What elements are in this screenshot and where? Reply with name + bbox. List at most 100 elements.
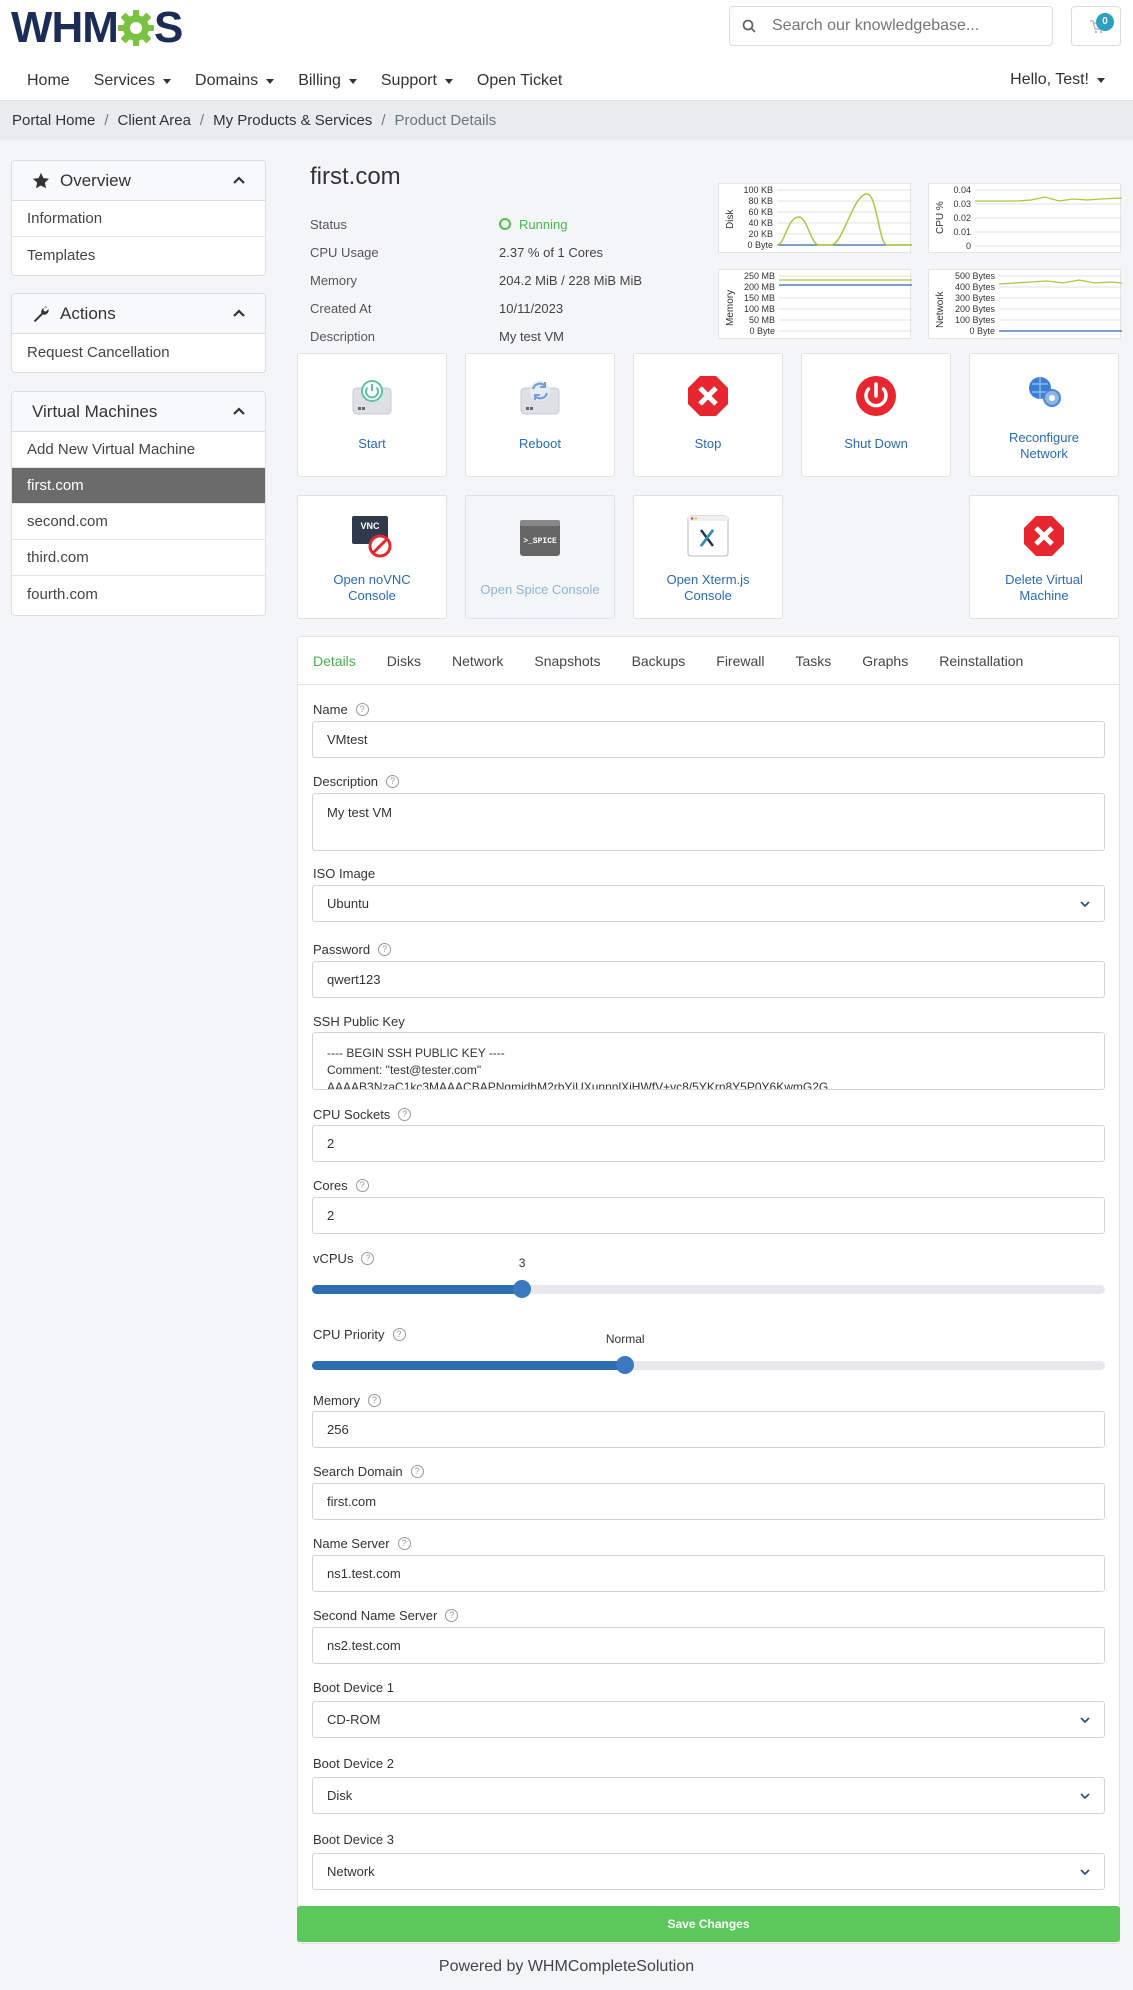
- tab-network[interactable]: Network: [452, 652, 504, 669]
- open-novnc-button[interactable]: VNC Open noVNC Console: [297, 495, 447, 619]
- sidebar-item-fourth-com[interactable]: fourth.com: [27, 585, 98, 603]
- xterm-label-line1: Open Xterm.js: [666, 572, 750, 587]
- cpu-chart-ylabel: CPU %: [935, 201, 946, 234]
- name-server-input[interactable]: ns1.test.com: [312, 1555, 1105, 1592]
- chevron-down-icon: [1080, 901, 1090, 908]
- sidebar-item-third-com[interactable]: third.com: [12, 540, 265, 576]
- vcpus-slider[interactable]: [312, 1280, 1105, 1298]
- nav-support[interactable]: Support: [381, 72, 453, 90]
- breadcrumb-products[interactable]: My Products & Services: [213, 112, 373, 129]
- actions-panel-header[interactable]: Actions: [12, 294, 265, 334]
- logo-text-right: S: [153, 3, 183, 52]
- nav-home-label: Home: [27, 72, 70, 89]
- cores-input[interactable]: 2: [312, 1197, 1105, 1234]
- actions-title: Actions: [60, 303, 116, 323]
- overview-panel-header[interactable]: Overview: [12, 161, 265, 201]
- breadcrumb-separator: /: [199, 112, 205, 129]
- search-domain-input[interactable]: first.com: [312, 1483, 1105, 1520]
- disk-tick: 80 KB: [748, 196, 773, 206]
- nav-home[interactable]: Home: [27, 72, 70, 90]
- help-icon[interactable]: ?: [355, 703, 369, 716]
- sidebar-item-information[interactable]: Information: [12, 201, 265, 237]
- help-icon[interactable]: ?: [378, 943, 392, 956]
- cart-button[interactable]: 0: [1071, 6, 1121, 46]
- help-icon[interactable]: ?: [398, 1108, 412, 1121]
- virtual-machines-panel-header[interactable]: Virtual Machines: [12, 392, 265, 432]
- sidebar-item-second-com[interactable]: second.com: [12, 504, 265, 540]
- tab-snapshots[interactable]: Snapshots: [534, 652, 601, 669]
- boot-device-1-select[interactable]: CD-ROM: [312, 1701, 1105, 1738]
- second-name-server-input[interactable]: ns2.test.com: [312, 1627, 1105, 1664]
- help-icon[interactable]: ?: [386, 775, 400, 788]
- cpu-sockets-input[interactable]: 2: [312, 1125, 1105, 1162]
- cores-label-text: Cores: [313, 1178, 348, 1193]
- tab-reinstallation[interactable]: Reinstallation: [939, 652, 1024, 669]
- novnc-label-line1: Open noVNC: [333, 572, 411, 587]
- knowledgebase-search[interactable]: [729, 6, 1053, 46]
- tab-graphs[interactable]: Graphs: [862, 652, 909, 669]
- reconfigure-label-line1: Reconfigure: [1008, 430, 1080, 445]
- cpu-priority-slider[interactable]: [312, 1356, 1105, 1374]
- search-input[interactable]: [772, 17, 1032, 35]
- breadcrumb-portal-home[interactable]: Portal Home: [12, 112, 96, 129]
- save-changes-button[interactable]: Save Changes: [297, 1906, 1120, 1942]
- help-icon[interactable]: ?: [355, 1179, 369, 1192]
- network-tick: 0 Byte: [969, 326, 995, 336]
- help-icon[interactable]: ?: [445, 1609, 459, 1622]
- boot-device-2-select[interactable]: Disk: [312, 1777, 1105, 1814]
- password-input[interactable]: qwert123: [312, 961, 1105, 998]
- help-icon[interactable]: ?: [410, 1465, 424, 1478]
- reconfigure-network-button[interactable]: Reconfigure Network: [969, 353, 1119, 477]
- description-textarea[interactable]: My test VM: [312, 793, 1105, 851]
- boot-device-3-select[interactable]: Network: [312, 1853, 1105, 1890]
- vcpus-slider-handle[interactable]: [513, 1280, 532, 1298]
- breadcrumb-client-area[interactable]: Client Area: [117, 112, 191, 129]
- tab-backups[interactable]: Backups: [631, 652, 686, 669]
- start-button[interactable]: Start: [297, 353, 447, 477]
- cpu-priority-label: CPU Priority?: [313, 1327, 406, 1342]
- whmcs-logo[interactable]: WHM S: [11, 3, 183, 52]
- iso-select[interactable]: Ubuntu: [312, 885, 1105, 922]
- boot-device-1-value: CD-ROM: [327, 1712, 381, 1727]
- chevron-up-icon[interactable]: [233, 307, 245, 319]
- sidebar-item-first-com[interactable]: first.com: [12, 468, 265, 504]
- nav-services[interactable]: Services: [94, 72, 172, 90]
- sidebar-item-add-vm[interactable]: Add New Virtual Machine: [12, 432, 265, 468]
- chevron-up-icon[interactable]: [233, 405, 245, 417]
- name-server-label: Name Server?: [313, 1536, 411, 1551]
- nav-billing[interactable]: Billing: [298, 72, 357, 90]
- ssh-key-textarea[interactable]: ---- BEGIN SSH PUBLIC KEY ---- Comment: …: [312, 1032, 1105, 1090]
- network-config-icon: [1029, 377, 1061, 407]
- help-icon[interactable]: ?: [367, 1394, 381, 1407]
- help-icon[interactable]: ?: [392, 1328, 406, 1341]
- cpu-priority-slider-handle[interactable]: [616, 1356, 635, 1374]
- cpu-tick: 0.03: [953, 199, 971, 209]
- memory-input[interactable]: 256: [312, 1411, 1105, 1448]
- shutdown-button[interactable]: Shut Down: [801, 353, 951, 477]
- chevron-up-icon[interactable]: [233, 174, 245, 186]
- open-xterm-button[interactable]: Open Xterm.js Console: [633, 495, 783, 619]
- nav-domains[interactable]: Domains: [195, 72, 275, 90]
- footer-powered-by[interactable]: Powered by WHMCompleteSolution: [438, 1958, 695, 1975]
- stop-button[interactable]: Stop: [633, 353, 783, 477]
- tab-tasks[interactable]: Tasks: [795, 652, 832, 669]
- user-menu[interactable]: Hello, Test!: [1010, 71, 1105, 89]
- cpu-priority-slider-value: Normal: [605, 1332, 645, 1346]
- nav-open-ticket[interactable]: Open Ticket: [477, 72, 562, 90]
- delete-vm-button[interactable]: Delete Virtual Machine: [969, 495, 1119, 619]
- help-icon[interactable]: ?: [361, 1252, 375, 1265]
- chevron-down-icon: [1080, 1793, 1090, 1800]
- cores-value: 2: [327, 1208, 335, 1223]
- name-input[interactable]: VMtest: [312, 721, 1105, 758]
- tab-disks[interactable]: Disks: [386, 652, 422, 669]
- reboot-button[interactable]: Reboot: [465, 353, 615, 477]
- overview-panel: Overview Information Templates: [11, 160, 266, 276]
- open-spice-button[interactable]: >_SPICE Open Spice Console: [465, 495, 615, 619]
- sidebar-item-request-cancellation[interactable]: Request Cancellation: [27, 343, 170, 361]
- sidebar-item-templates[interactable]: Templates: [27, 246, 96, 264]
- tab-details[interactable]: Details: [313, 652, 356, 669]
- help-icon[interactable]: ?: [397, 1537, 411, 1550]
- caret-down-icon: [348, 78, 357, 84]
- tab-firewall[interactable]: Firewall: [716, 652, 765, 669]
- network-tick: 300 Bytes: [955, 293, 996, 303]
